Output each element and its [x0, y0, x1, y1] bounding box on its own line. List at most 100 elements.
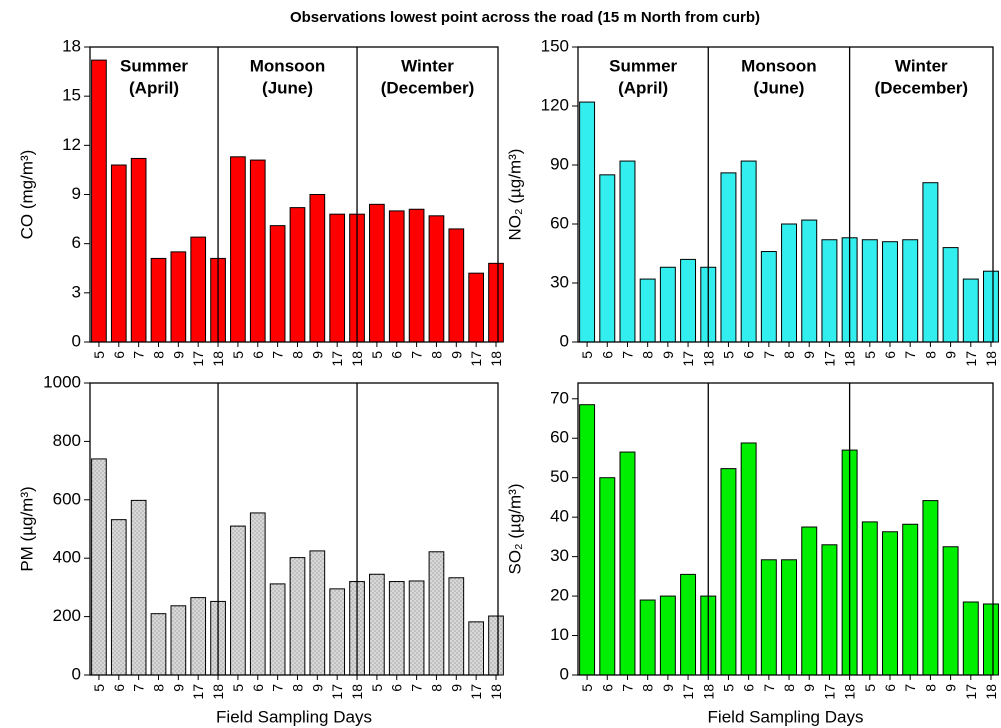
- x-tick-label: 17: [680, 684, 696, 700]
- x-tick-label: 17: [963, 684, 979, 700]
- x-tick-label: 5: [91, 351, 107, 359]
- x-tick-label: 6: [882, 351, 898, 359]
- bar: [821, 544, 838, 676]
- bar: [269, 583, 286, 676]
- x-tick-label: 7: [131, 351, 147, 359]
- bar: [230, 156, 246, 343]
- bar: [408, 208, 425, 343]
- bar: [619, 160, 636, 343]
- x-tick-label: 8: [640, 351, 656, 359]
- x-tick-label: 5: [720, 351, 736, 359]
- bar: [329, 213, 346, 343]
- x-tick-label: 5: [720, 684, 736, 692]
- x-tick-label: 7: [270, 351, 286, 359]
- y-tick-label: 90: [550, 154, 569, 173]
- bar: [720, 172, 737, 343]
- figure-title: Observations lowest point across the roa…: [290, 9, 760, 26]
- x-tick-label: 18: [842, 684, 858, 700]
- y-tick-label: 0: [72, 331, 81, 350]
- bar: [448, 228, 465, 343]
- x-tick-label: 9: [801, 351, 817, 359]
- bar: [309, 194, 326, 343]
- bar: [230, 525, 246, 676]
- y-axis-label: CO (mg/m³): [17, 150, 36, 240]
- bar: [680, 573, 697, 676]
- season-label: Monsoon: [741, 56, 817, 75]
- x-tick-label: 18: [983, 351, 999, 367]
- bar: [760, 251, 777, 343]
- y-tick-label: 12: [62, 135, 81, 154]
- bar: [369, 573, 385, 676]
- bar: [269, 225, 286, 343]
- x-tick-label: 18: [349, 684, 365, 700]
- x-tick-label: 6: [741, 684, 757, 692]
- bar: [619, 451, 636, 676]
- x-tick-label: 18: [349, 351, 365, 367]
- x-tick-label: 18: [488, 684, 504, 700]
- bar: [388, 581, 405, 676]
- x-tick-label: 18: [488, 351, 504, 367]
- plot-frame: [577, 46, 994, 343]
- x-tick-label: 9: [448, 684, 464, 692]
- bar: [190, 236, 207, 343]
- x-tick-label: 6: [389, 684, 405, 692]
- x-tick-label: 7: [761, 351, 777, 359]
- bar: [249, 512, 266, 676]
- x-tick-label: 9: [170, 684, 186, 692]
- bar: [942, 546, 959, 676]
- y-tick-label: 30: [550, 546, 569, 565]
- panel: 5 6 7 8 9 17 18 5 6 7 8 9 17 18 5 6 7 8 9 17 180306090120150…: [505, 36, 998, 366]
- bar: [170, 251, 187, 343]
- y-tick-label: 9: [72, 184, 81, 203]
- bar: [740, 160, 757, 343]
- x-tick-label: 9: [448, 351, 464, 359]
- x-tick-label: 8: [781, 351, 797, 359]
- bar: [861, 521, 878, 676]
- y-tick-label: 200: [53, 606, 81, 625]
- bar: [639, 599, 656, 676]
- x-tick-label: 5: [579, 684, 595, 692]
- x-tick-label: 5: [230, 684, 246, 692]
- season-label: (December): [875, 78, 969, 97]
- x-tick-label: 5: [91, 684, 107, 692]
- y-tick-label: 50: [550, 467, 569, 486]
- x-tick-label: 9: [660, 351, 676, 359]
- bar: [962, 278, 979, 343]
- x-tick-label: 8: [781, 684, 797, 692]
- x-tick-label: 5: [579, 351, 595, 359]
- x-tick-label: 8: [428, 351, 444, 359]
- x-axis-label: Field Sampling Days: [708, 707, 864, 726]
- x-tick-label: 7: [761, 684, 777, 692]
- x-tick-label: 17: [821, 684, 837, 700]
- y-tick-label: 15: [62, 86, 81, 105]
- plot-frame: [577, 382, 994, 676]
- bar: [110, 519, 127, 676]
- bar: [983, 270, 999, 343]
- season-label: (June): [262, 78, 313, 97]
- bar: [289, 557, 306, 676]
- bar: [801, 526, 818, 676]
- bar: [579, 404, 596, 676]
- x-tick-label: 7: [409, 351, 425, 359]
- bar: [902, 523, 919, 676]
- y-tick-label: 0: [72, 664, 81, 683]
- bar: [150, 613, 167, 676]
- x-tick-label: 17: [190, 351, 206, 367]
- bar: [882, 241, 898, 343]
- bar: [659, 595, 676, 676]
- y-axis-label: SO₂ (µg/m³): [505, 483, 524, 574]
- y-tick-label: 6: [72, 233, 81, 252]
- bar: [801, 219, 818, 343]
- plot-frame: [89, 382, 499, 676]
- y-tick-label: 120: [541, 95, 569, 114]
- bar: [599, 477, 616, 676]
- bar: [448, 577, 465, 676]
- x-tick-label: 6: [599, 684, 615, 692]
- x-tick-label: 7: [131, 684, 147, 692]
- x-tick-label: 18: [983, 684, 999, 700]
- bar: [922, 182, 939, 343]
- x-tick-label: 8: [922, 684, 938, 692]
- x-tick-label: 6: [599, 351, 615, 359]
- bar: [861, 239, 878, 343]
- x-tick-label: 17: [821, 351, 837, 367]
